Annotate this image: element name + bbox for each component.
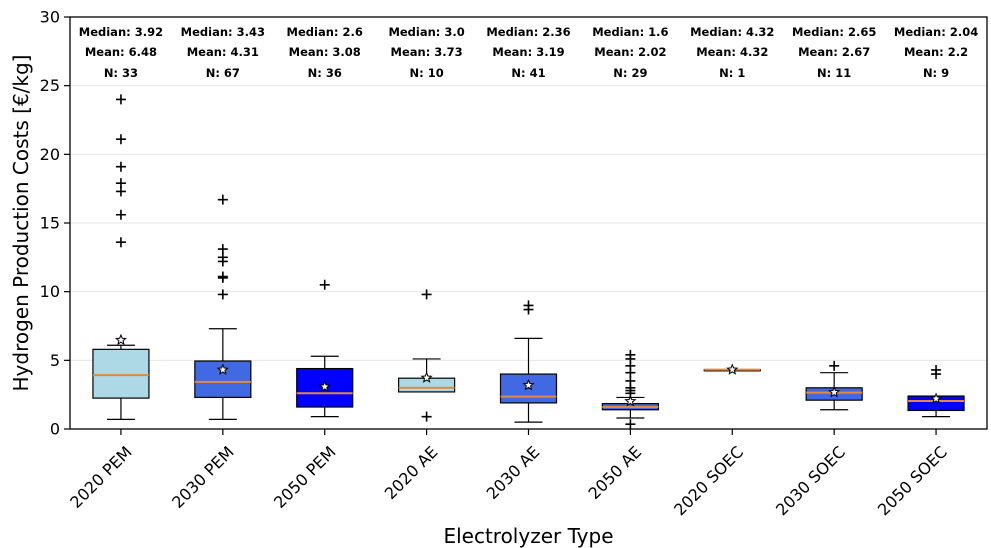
outlier-point: [625, 419, 636, 430]
outlier-point: [217, 272, 228, 283]
annotation-mean: Mean: 3.73: [391, 45, 463, 59]
y-tick-label: 0: [50, 420, 60, 439]
box-iqr: [92, 348, 150, 399]
outlier-point: [115, 134, 126, 145]
outlier-point: [115, 209, 126, 220]
annotation-mean: Mean: 3.19: [492, 45, 564, 59]
mean-marker: [318, 380, 331, 392]
x-tick-label: 2020 SOEC: [670, 442, 747, 519]
box-group: [194, 194, 252, 420]
annotation-n: N: 29: [613, 66, 647, 80]
annotation-n: N: 11: [817, 66, 851, 80]
outlier-point: [115, 186, 126, 197]
annotation-median: Median: 2.04: [894, 25, 978, 39]
annotation-mean: Mean: 2.02: [594, 45, 666, 59]
annotation-n: N: 9: [923, 66, 949, 80]
outlier-point: [523, 304, 534, 315]
annotation-median: Median: 4.32: [690, 25, 774, 39]
y-tick-label: 25: [40, 76, 60, 95]
box-group: [703, 363, 761, 375]
x-tick-label: 2030 SOEC: [772, 442, 849, 519]
outlier-point: [115, 237, 126, 248]
x-axis-label: Electrolyzer Type: [443, 524, 613, 548]
outlier-point: [625, 388, 636, 399]
box-group: [601, 349, 659, 430]
x-tick-label: 2050 AE: [585, 442, 646, 503]
annotation-n: N: 36: [308, 66, 342, 80]
y-tick-label: 15: [40, 214, 60, 233]
outlier-point: [217, 256, 228, 267]
mean-marker: [828, 385, 841, 398]
box-iqr: [194, 360, 252, 399]
box-group: [805, 360, 863, 411]
annotations: Median: 3.92 Mean: 6.48 N: 33 Median: 3.43 M…: [79, 25, 978, 80]
annotation-mean: Mean: 2.2: [904, 45, 968, 59]
mean-marker: [624, 394, 637, 407]
annotation-median: Median: 3.43: [181, 25, 265, 39]
mean-marker: [420, 371, 433, 383]
annotation-n: N: 67: [206, 66, 240, 80]
box-group: [907, 364, 965, 418]
mean-marker: [216, 363, 229, 375]
outlier-point: [421, 411, 432, 422]
y-tick-label: 20: [40, 145, 60, 164]
outlier-point: [217, 194, 228, 205]
outlier-point: [319, 279, 330, 290]
annotation-mean: Mean: 6.48: [85, 45, 157, 59]
annotation-median: Median: 2.36: [486, 25, 570, 39]
annotation-n: N: 41: [511, 66, 545, 80]
mean-marker: [114, 333, 127, 346]
outlier-point: [115, 94, 126, 105]
annotation-median: Median: 2.6: [287, 25, 363, 39]
annotation-median: Median: 2.65: [792, 25, 876, 39]
annotation-n: N: 1: [719, 66, 745, 80]
mean-marker: [522, 378, 535, 391]
x-tick-label: 2020 AE: [381, 442, 442, 503]
annotation-n: N: 10: [409, 66, 443, 80]
outlier-point: [931, 369, 942, 380]
box-group: [296, 279, 354, 418]
annotation-median: Median: 3.92: [79, 25, 163, 39]
annotation-median: Median: 3.0: [388, 25, 464, 39]
x-tick-label: 2030 PEM: [168, 442, 238, 512]
box-group: [92, 94, 150, 420]
outlier-point: [217, 289, 228, 300]
y-tick-label: 30: [40, 8, 60, 27]
annotation-median: Median: 1.6: [592, 25, 668, 39]
annotation-mean: Mean: 2.67: [798, 45, 870, 59]
y-axis-label: Hydrogen Production Costs [€/kg]: [9, 55, 33, 392]
annotation-mean: Mean: 3.08: [289, 45, 361, 59]
axes: 0 5 10 15 20 25 30 2020 PEM 2030 PEM 2050 PEM 2020…: [40, 8, 988, 519]
boxes: [92, 94, 965, 430]
mean-marker: [930, 392, 943, 404]
y-tick-label: 5: [50, 351, 60, 370]
x-tick-label: 2050 SOEC: [874, 442, 951, 519]
annotation-mean: Mean: 4.31: [187, 45, 259, 59]
x-tick-label: 2020 PEM: [66, 442, 136, 512]
outlier-point: [829, 360, 840, 371]
y-tick-label: 10: [40, 282, 60, 301]
box-group: [499, 300, 558, 423]
x-tick-label: 2050 PEM: [270, 442, 340, 512]
x-tick-label: 2030 AE: [483, 442, 544, 503]
box-iqr: [499, 373, 558, 404]
outlier-point: [421, 289, 432, 300]
annotation-n: N: 33: [104, 66, 138, 80]
annotation-mean: Mean: 4.32: [696, 45, 768, 59]
mean-marker: [726, 363, 739, 375]
box-group: [398, 289, 456, 422]
outlier-point: [115, 161, 126, 172]
